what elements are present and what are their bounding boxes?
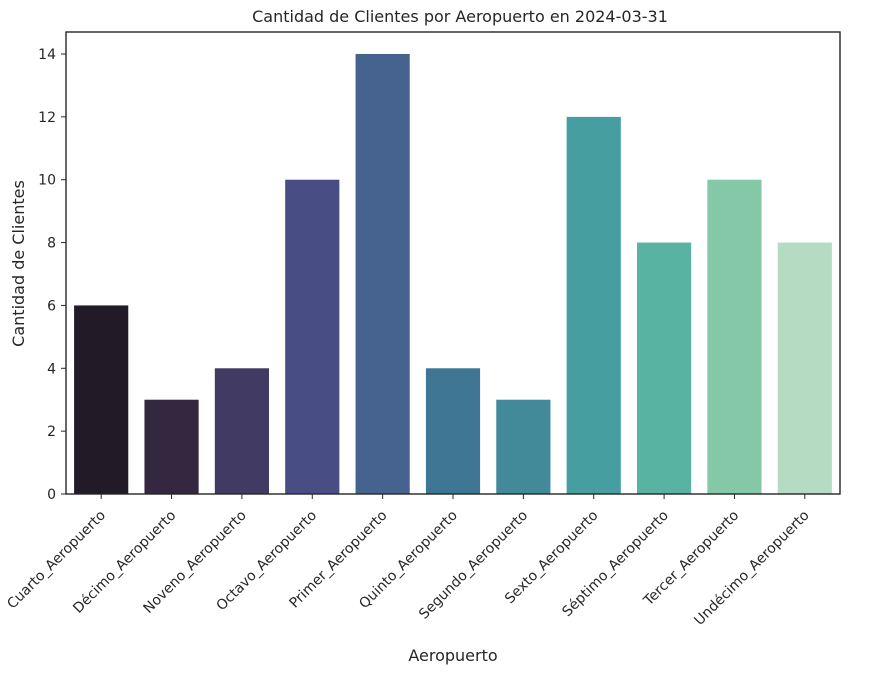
bar	[214, 368, 269, 494]
bar	[707, 179, 762, 494]
y-tick-label: 8	[47, 236, 56, 252]
chart-title: Cantidad de Clientes por Aeropuerto en 2…	[252, 7, 668, 26]
bar	[637, 242, 692, 494]
x-tick-label: Undécimo_Aeropuerto	[691, 508, 812, 629]
y-tick-label: 12	[38, 110, 56, 126]
bar	[74, 305, 129, 494]
plot-area: 02468101214Cuarto_AeropuertoDécimo_Aerop…	[4, 31, 841, 629]
bar	[355, 54, 410, 494]
y-tick-label: 10	[38, 173, 56, 189]
bar	[425, 368, 481, 494]
y-tick-label: 14	[38, 47, 56, 63]
bar	[496, 399, 551, 494]
bar	[777, 242, 832, 494]
bar	[144, 399, 199, 494]
y-tick-label: 0	[47, 487, 56, 503]
y-tick-label: 4	[47, 361, 56, 377]
x-axis-label: Aeropuerto	[408, 646, 497, 665]
bar	[285, 179, 340, 494]
y-axis-label: Cantidad de Clientes	[9, 180, 28, 347]
y-tick-label: 6	[47, 298, 56, 314]
y-tick-label: 2	[47, 424, 56, 440]
bar	[566, 116, 621, 495]
